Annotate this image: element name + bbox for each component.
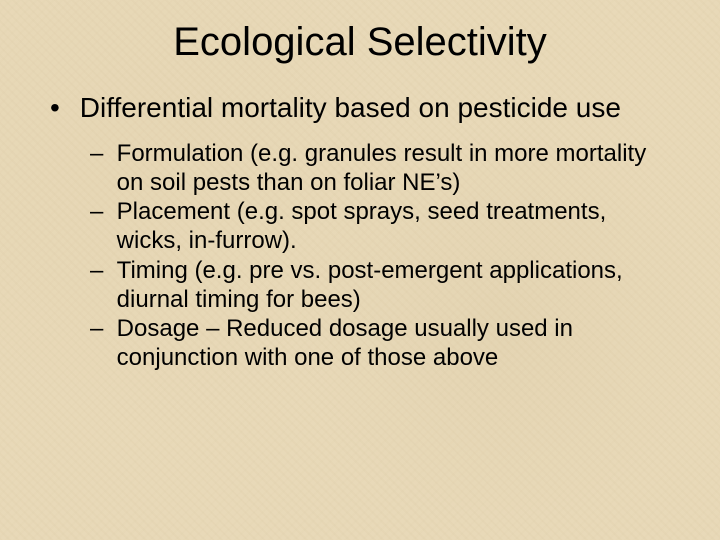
bullet-level1-text: Differential mortality based on pesticid… (80, 91, 690, 125)
dash-icon: – (90, 197, 110, 226)
bullet-level1: • Differential mortality based on pestic… (50, 91, 690, 125)
bullet-level2-item: – Formulation (e.g. granules result in m… (90, 139, 690, 198)
slide-title: Ecological Selectivity (30, 20, 690, 65)
bullet-level2-item: – Dosage – Reduced dosage usually used i… (90, 314, 690, 373)
dash-icon: – (90, 139, 110, 168)
bullet-level2-text: Placement (e.g. spot sprays, seed treatm… (117, 197, 677, 256)
bullet-level2-text: Formulation (e.g. granules result in mor… (117, 139, 677, 198)
bullet-level2-text: Timing (e.g. pre vs. post-emergent appli… (117, 256, 677, 315)
bullet-dot-icon: • (50, 91, 72, 125)
bullet-level2-text: Dosage – Reduced dosage usually used in … (117, 314, 677, 373)
bullet-level2-item: – Placement (e.g. spot sprays, seed trea… (90, 197, 690, 256)
dash-icon: – (90, 314, 110, 343)
dash-icon: – (90, 256, 110, 285)
bullet-level2-item: – Timing (e.g. pre vs. post-emergent app… (90, 256, 690, 315)
